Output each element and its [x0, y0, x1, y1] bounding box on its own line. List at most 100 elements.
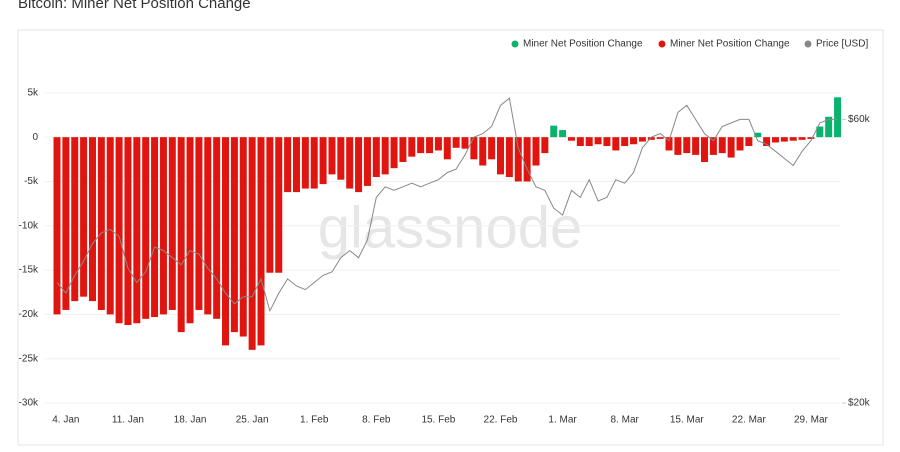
bar [248, 137, 256, 350]
bar [780, 137, 788, 142]
y-tick-label: -30k [19, 398, 39, 409]
bar [834, 97, 842, 138]
bar [736, 137, 744, 151]
bar [372, 137, 380, 178]
bar [390, 137, 398, 169]
x-tick-label: 11. Jan [112, 415, 144, 426]
bar [594, 137, 602, 145]
bar [647, 137, 655, 140]
bar [204, 137, 212, 315]
legend-label: Miner Net Position Change [670, 39, 790, 50]
legend-marker [511, 40, 519, 48]
bar [771, 137, 779, 143]
bar [381, 137, 389, 175]
legend-label: Price [USD] [816, 39, 868, 50]
bar [443, 137, 451, 160]
bar [479, 137, 487, 166]
bar [310, 137, 318, 189]
bar [638, 137, 646, 142]
bar [159, 137, 167, 315]
bar [763, 137, 771, 147]
bar [461, 137, 469, 149]
x-tick-label: 8. Feb [362, 415, 391, 426]
bar [328, 137, 336, 175]
bar [665, 137, 673, 151]
bar [257, 137, 265, 346]
bar [789, 137, 797, 141]
bar [630, 137, 638, 145]
y-tick-label: 5k [27, 88, 39, 99]
bar [434, 137, 442, 151]
bar [426, 137, 434, 154]
bar [408, 137, 416, 157]
panel [17, 29, 884, 446]
bar [142, 137, 150, 319]
bar [798, 137, 806, 140]
x-tick-label: 1. Feb [300, 415, 329, 426]
bar [363, 137, 371, 186]
bar [701, 137, 709, 162]
x-tick-label: 4. Jan [52, 415, 79, 426]
bar [488, 137, 496, 160]
bar [550, 125, 558, 138]
y2-tick-label: $60k [848, 114, 871, 125]
x-tick-label: 18. Jan [174, 415, 207, 426]
x-tick-label: 22. Mar [732, 415, 767, 426]
x-tick-label: 15. Feb [421, 415, 455, 426]
bar [674, 137, 682, 155]
x-tick-label: 22. Feb [484, 415, 518, 426]
x-tick-label: 29. Mar [794, 415, 829, 426]
bar [168, 137, 176, 310]
bar [621, 137, 629, 147]
bar [151, 137, 159, 318]
y-tick-label: -20k [19, 309, 39, 320]
bar [399, 137, 407, 162]
bar [585, 137, 593, 147]
bar [230, 137, 238, 333]
y-tick-label: -25k [19, 353, 39, 364]
bar [727, 137, 735, 158]
bar [692, 137, 700, 155]
watermark: glassnode [318, 195, 582, 260]
x-tick-label: 25. Jan [236, 415, 269, 426]
bar [612, 137, 620, 151]
legend-marker [804, 40, 812, 48]
y-tick-label: -15k [19, 265, 39, 276]
bar [576, 137, 584, 147]
chart-title: Bitcoin: Miner Net Position Change [18, 0, 251, 12]
bar [195, 137, 203, 310]
x-tick-label: 15. Mar [670, 415, 705, 426]
bar [275, 137, 283, 273]
x-tick-label: 1. Mar [548, 415, 577, 426]
bar [284, 137, 292, 193]
bar [337, 137, 345, 180]
bar [718, 137, 726, 154]
y2-tick-label: $20k [848, 398, 871, 409]
bar [177, 137, 185, 333]
legend-marker [658, 40, 666, 48]
x-tick-label: 8. Mar [611, 415, 640, 426]
bar [514, 137, 522, 182]
bar [88, 137, 96, 302]
bar [816, 126, 824, 138]
bar [567, 137, 575, 141]
legend-label: Miner Net Position Change [523, 39, 643, 50]
bar [532, 137, 540, 166]
bar [452, 137, 460, 148]
bar [62, 137, 70, 310]
y-tick-label: -5k [24, 176, 39, 187]
bar [115, 137, 123, 324]
bar [709, 137, 717, 155]
bar [319, 137, 327, 185]
bar [124, 137, 132, 326]
bar [71, 137, 79, 302]
bar [97, 137, 105, 310]
bar [80, 137, 88, 297]
y-tick-label: -10k [19, 220, 39, 231]
bar [745, 137, 753, 147]
bar [417, 137, 425, 154]
bar [266, 137, 274, 273]
bar [186, 137, 194, 324]
bar [825, 116, 833, 138]
bar [656, 137, 664, 139]
